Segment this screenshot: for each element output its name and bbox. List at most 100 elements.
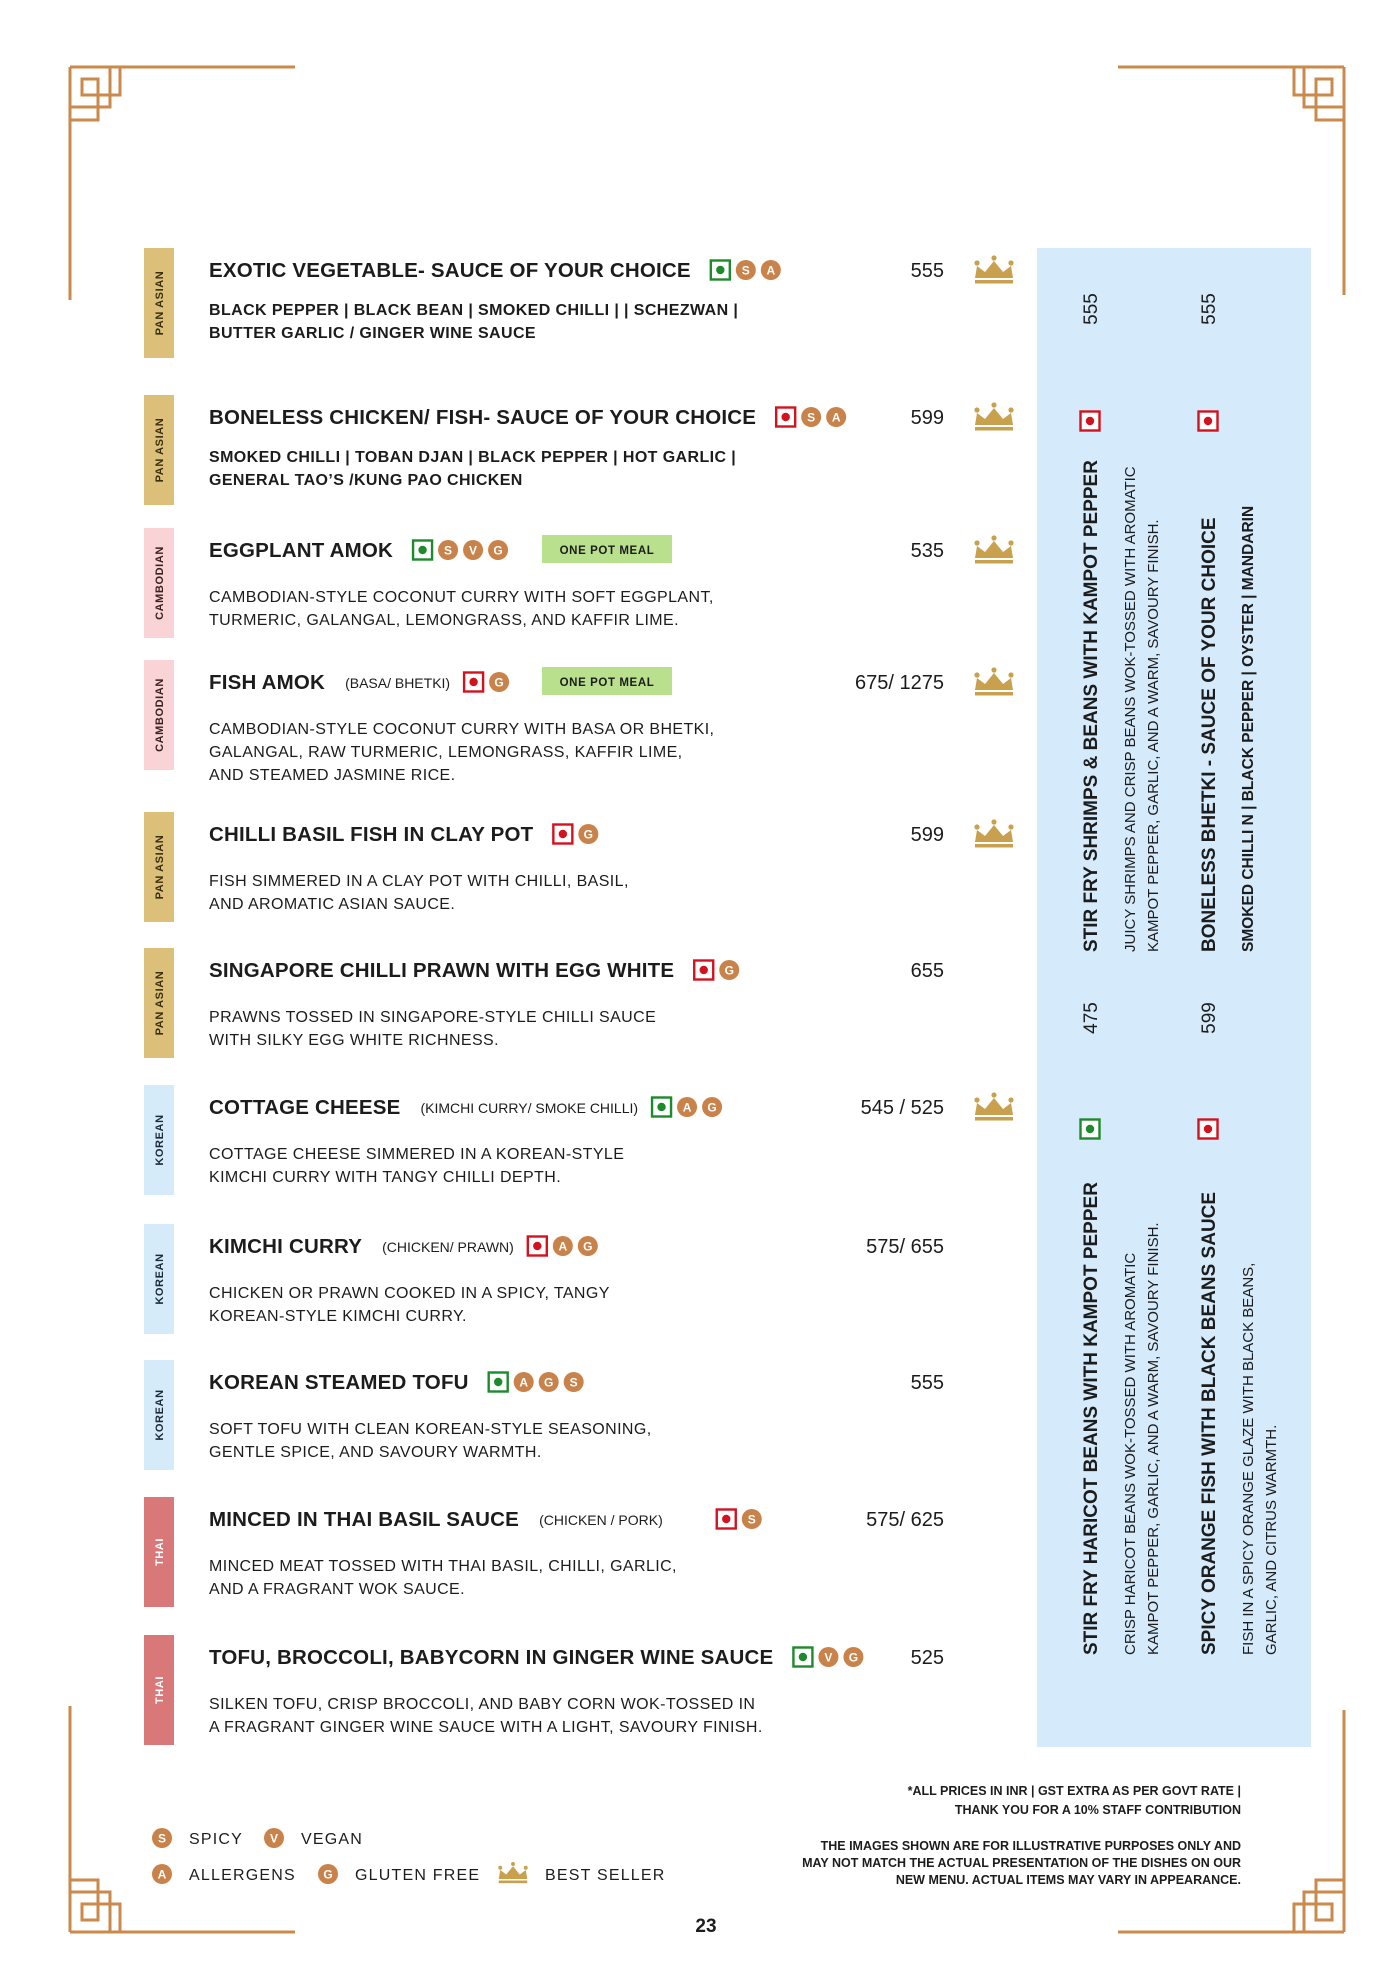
crown-base <box>975 560 1013 564</box>
dish-name: SINGAPORE CHILLI PRAWN WITH EGG WHITE <box>209 959 674 982</box>
dish-price: 599 <box>911 824 944 846</box>
diet-dot <box>493 1377 503 1387</box>
attribute-letter: V <box>824 1651 832 1665</box>
dish-price: 575/ 625 <box>866 1509 944 1531</box>
attribute-icon <box>735 260 756 280</box>
cuisine-tag-label: PAN ASIAN <box>154 418 166 483</box>
attribute-icon <box>152 1864 172 1884</box>
dish-price: 525 <box>911 1647 944 1669</box>
cuisine-tag <box>144 1224 174 1334</box>
cuisine-tag-label: THAI <box>154 1538 166 1566</box>
attribute-letter: G <box>583 1240 592 1254</box>
crown-gem <box>1008 672 1014 678</box>
one-pot-label: ONE POT MEAL <box>560 677 655 689</box>
one-pot-label: ONE POT MEAL <box>560 545 655 557</box>
dish-name: EXOTIC VEGETABLE- SAUCE OF YOUR CHOICE <box>209 259 691 282</box>
attribute-icon <box>438 540 459 560</box>
crown-gem <box>1008 540 1014 546</box>
dish-description: SILKEN TOFU, CRISP BROCCOLI, AND BABY CO… <box>209 1696 755 1713</box>
crown-body <box>975 408 1013 425</box>
crown-gem <box>991 667 997 673</box>
dish-name: EGGPLANT AMOK <box>209 539 393 562</box>
dish-description: SOFT TOFU WITH CLEAN KOREAN-STYLE SEASON… <box>209 1421 652 1438</box>
dish-name: CHILLI BASIL FISH IN CLAY POT <box>209 823 534 846</box>
crown-body <box>975 541 1013 558</box>
dish-name: KOREAN STEAMED TOFU <box>209 1371 469 1394</box>
crown-gem <box>1008 260 1014 266</box>
cuisine-tag <box>144 660 174 770</box>
footnote: THANK YOU FOR A 10% STAFF CONTRIBUTION <box>955 1803 1241 1817</box>
dish-name: MINCED IN THAI BASIL SAUCE <box>209 1508 519 1531</box>
diet-dot <box>657 1102 666 1112</box>
bestseller-crown <box>974 535 1014 564</box>
dish-description: BLACK PEPPER | BLACK BEAN | SMOKED CHILL… <box>209 302 738 319</box>
bestseller-crown <box>974 819 1014 848</box>
non-veg-icon <box>462 671 485 693</box>
attribute-icon <box>741 1509 762 1529</box>
attribute-letter: A <box>558 1240 567 1254</box>
cuisine-tag <box>144 1635 174 1745</box>
dish-name: KIMCHI CURRY <box>209 1235 362 1258</box>
veg-icon <box>792 1646 814 1668</box>
attribute-letter: A <box>683 1101 692 1115</box>
crown-gem <box>498 1865 503 1870</box>
dish-description: AND STEAMED JASMINE RICE. <box>209 767 455 784</box>
dish-description: FISH SIMMERED IN A CLAY POT WITH CHILLI,… <box>209 873 629 890</box>
legend-label: GLUTEN FREE <box>355 1867 480 1884</box>
attribute-icon <box>513 1372 534 1392</box>
featured-panel <box>1037 248 1311 1747</box>
attribute-letter: G <box>323 1868 332 1882</box>
dish-description: KOREAN-STYLE KIMCHI CURRY. <box>209 1308 467 1325</box>
dish-price: 535 <box>911 540 944 562</box>
attribute-letter: G <box>584 828 593 842</box>
crown-gem <box>1008 824 1014 830</box>
crown-base <box>975 844 1013 848</box>
attribute-letter: A <box>158 1868 167 1882</box>
one-pot-badge <box>542 535 672 563</box>
attribute-icon <box>578 824 599 844</box>
featured-name: BONELESS BHETKI - SAUCE OF YOUR CHOICE <box>1199 517 1220 952</box>
attribute-icon <box>318 1864 338 1884</box>
dish-description: CAMBODIAN-STYLE COCONUT CURRY WITH SOFT … <box>209 589 714 606</box>
crown-base <box>975 692 1013 696</box>
crown-gem <box>991 402 997 408</box>
dish-description: GALANGAL, RAW TURMERIC, LEMONGRASS, KAFF… <box>209 744 683 761</box>
attribute-letter: S <box>748 1513 756 1527</box>
attribute-icon <box>489 672 510 692</box>
cuisine-tag <box>144 1497 174 1607</box>
attribute-icon <box>463 540 484 560</box>
attribute-letter: V <box>270 1832 278 1846</box>
corner-ornaments <box>68 65 1346 1934</box>
featured-name: STIR FRY SHRIMPS & BEANS WITH KAMPOT PEP… <box>1081 460 1102 952</box>
attribute-letter: G <box>707 1101 716 1115</box>
dish-price: 675/ 1275 <box>855 672 944 694</box>
featured-description: GARLIC, AND CITRUS WARMTH. <box>1263 1425 1280 1655</box>
attribute-letter: G <box>493 544 502 558</box>
dish-price: 575/ 655 <box>866 1236 944 1258</box>
attribute-icon <box>801 407 822 427</box>
dish-description: AND A FRAGRANT WOK SAUCE. <box>209 1581 465 1598</box>
legend-label: VEGAN <box>301 1831 363 1848</box>
non-veg-icon <box>1197 410 1219 432</box>
dish-description: WITH SILKY EGG WHITE RICHNESS. <box>209 1032 499 1049</box>
attribute-letter: A <box>519 1376 528 1390</box>
featured-description: KAMPOT PEPPER, GARLIC, AND A WARM, SAVOU… <box>1145 519 1162 952</box>
crown-body <box>975 261 1013 278</box>
dish-description: GENTLE SPICE, AND SAVOURY WARMTH. <box>209 1444 542 1461</box>
crown-base <box>498 1880 528 1884</box>
attribute-letter: G <box>849 1651 858 1665</box>
cuisine-tag-label: PAN ASIAN <box>154 835 166 900</box>
non-veg-icon <box>552 823 574 845</box>
cuisine-tag <box>144 248 174 358</box>
dish-description: SMOKED CHILLI | TOBAN DJAN | BLACK PEPPE… <box>209 449 736 466</box>
veg-icon <box>1079 1118 1101 1140</box>
diet-dot <box>1203 1124 1213 1134</box>
dish-description: COTTAGE CHEESE SIMMERED IN A KOREAN-STYL… <box>209 1146 624 1163</box>
attribute-icon <box>488 540 509 560</box>
crown-gem <box>991 535 997 541</box>
diet-dot <box>533 1241 542 1251</box>
dish-description: CAMBODIAN-STYLE COCONUT CURRY WITH BASA … <box>209 721 714 738</box>
bestseller-crown <box>974 255 1014 284</box>
featured-description: FISH IN A SPICY ORANGE GLAZE WITH BLACK … <box>1240 1263 1257 1655</box>
